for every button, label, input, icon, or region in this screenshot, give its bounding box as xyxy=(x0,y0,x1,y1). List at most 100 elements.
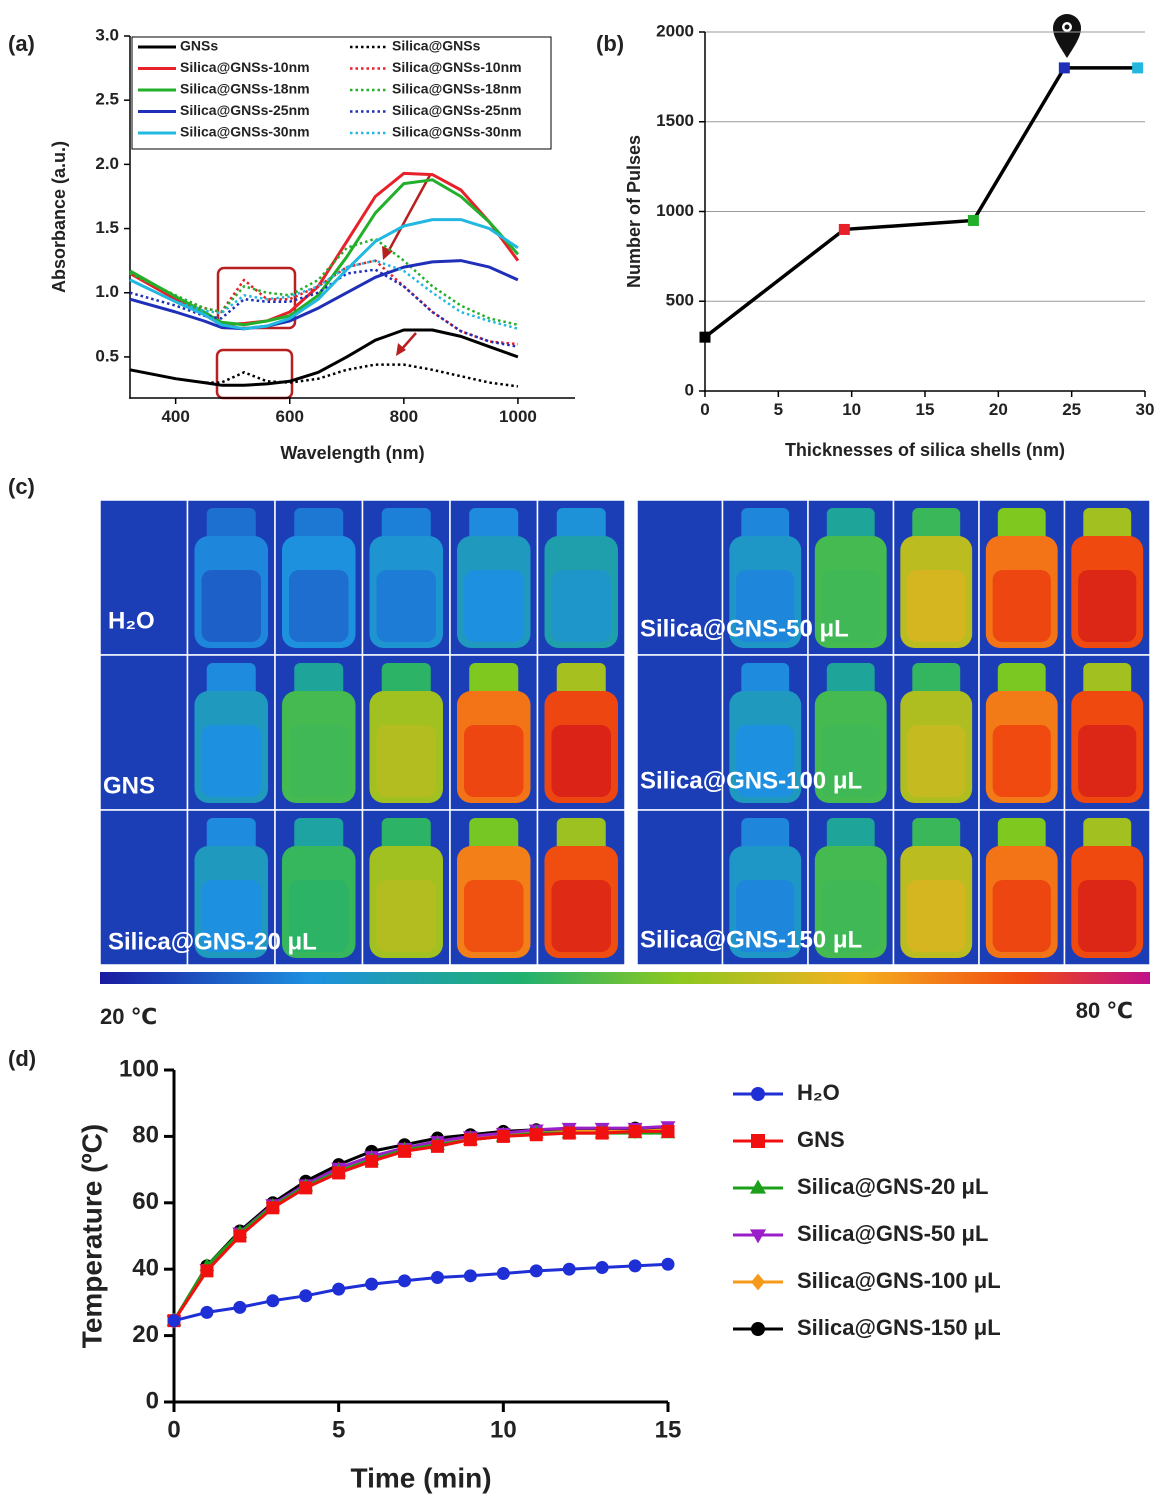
vial-core xyxy=(376,880,436,952)
legend-label: Silica@GNS-100 μL xyxy=(797,1268,1001,1293)
vial-neck xyxy=(741,818,790,852)
arrow xyxy=(400,332,417,351)
marker xyxy=(967,214,979,226)
y-tick-label: 2.0 xyxy=(95,154,119,173)
series-line xyxy=(129,363,519,388)
vial-neck xyxy=(912,508,961,542)
vial-core xyxy=(551,725,611,797)
vial-core xyxy=(1078,570,1137,642)
legend-label: Silica@GNSs-30nm xyxy=(392,124,522,140)
y-tick-label: 0.5 xyxy=(95,346,119,365)
marker xyxy=(1132,62,1144,74)
legend-label: Silica@GNSs-25nm xyxy=(392,102,522,118)
vial-neck xyxy=(556,663,606,697)
thermal-cell xyxy=(100,500,188,655)
x-tick-label: 30 xyxy=(1136,400,1155,419)
marker xyxy=(266,1294,280,1308)
thermal-images: H₂O GNS Silica@GNS-20 μL Silica@GNS-50 μL Si… xyxy=(99,499,1151,966)
vial-neck xyxy=(206,508,256,542)
series-line xyxy=(703,66,1138,339)
vial-neck xyxy=(1083,818,1132,852)
marker xyxy=(751,1322,765,1336)
y-tick-label: 80 xyxy=(132,1122,159,1149)
vial-neck xyxy=(997,508,1046,542)
vial-core xyxy=(201,880,261,952)
vial-core xyxy=(821,880,880,952)
colorbar-min: 20 ℃ xyxy=(100,1004,157,1029)
x-tick-label: 10 xyxy=(842,400,861,419)
arrow-head xyxy=(396,343,406,356)
vial-neck xyxy=(556,508,606,542)
legend-label: H₂O xyxy=(797,1080,840,1105)
x-tick-label: 0 xyxy=(167,1417,180,1444)
thermal-cell xyxy=(100,655,188,810)
x-tick-label: 600 xyxy=(276,407,304,426)
colorbar-max: 80 ℃ xyxy=(1076,998,1133,1023)
marker xyxy=(299,1181,313,1195)
y-tick-label: 60 xyxy=(132,1188,159,1215)
vial-neck xyxy=(741,508,790,542)
vial-core xyxy=(821,725,880,797)
x-tick-label: 5 xyxy=(774,400,783,419)
sample-label: Silica@GNS-150 μL xyxy=(640,926,862,953)
vial-core xyxy=(289,570,349,642)
arrow xyxy=(386,174,432,253)
vial-neck xyxy=(826,818,875,852)
marker xyxy=(398,1144,412,1158)
marker xyxy=(496,1267,510,1281)
series-line xyxy=(129,218,519,331)
pin-icon xyxy=(1053,14,1081,58)
thermal-cell xyxy=(637,500,723,655)
vial-neck xyxy=(826,663,875,697)
marker xyxy=(529,1264,543,1278)
vial-core xyxy=(551,570,611,642)
thermal-cell xyxy=(100,810,188,965)
vial-core xyxy=(1078,880,1137,952)
legend-label: GNS xyxy=(797,1127,845,1152)
y-tick-label: 20 xyxy=(132,1321,159,1348)
marker xyxy=(233,1300,247,1314)
series-line xyxy=(172,1129,668,1322)
marker xyxy=(838,223,850,235)
marker xyxy=(430,1271,444,1284)
vial-core xyxy=(736,880,795,952)
marker xyxy=(365,1277,379,1291)
cell-border xyxy=(1063,809,1151,966)
vial-neck xyxy=(206,663,256,697)
vial-core xyxy=(1078,725,1137,797)
x-tick-label: 400 xyxy=(161,407,189,426)
y-axis-title: Temperature (ºC) xyxy=(76,1124,107,1348)
vial-core xyxy=(376,570,436,642)
y-tick-label: 2000 xyxy=(656,21,694,40)
vial-core xyxy=(464,570,524,642)
vial-neck xyxy=(1083,508,1132,542)
marker xyxy=(751,1134,765,1148)
marker xyxy=(628,1259,642,1273)
legend-label: Silica@GNSs-18nm xyxy=(180,81,310,97)
vial-neck xyxy=(294,818,344,852)
marker xyxy=(200,1264,214,1278)
x-axis-title: Wavelength (nm) xyxy=(280,443,424,463)
x-tick-label: 800 xyxy=(390,407,418,426)
legend-label: Silica@GNS-50 μL xyxy=(797,1221,988,1246)
x-tick-label: 15 xyxy=(655,1417,682,1444)
vial-core xyxy=(376,725,436,797)
marker xyxy=(398,1274,412,1288)
vial-core xyxy=(992,725,1051,797)
highlight-box xyxy=(215,348,294,400)
thermal-cell xyxy=(637,810,723,965)
marker xyxy=(1058,62,1070,74)
thermal-cell xyxy=(637,655,723,810)
vial-neck xyxy=(381,508,431,542)
vial-core xyxy=(992,570,1051,642)
vial-core xyxy=(907,570,966,642)
marker xyxy=(332,1282,346,1296)
vial-neck xyxy=(1083,663,1132,697)
sample-label: Silica@GNS-50 μL xyxy=(640,615,849,642)
marker xyxy=(699,331,711,343)
y-tick-label: 3.0 xyxy=(95,25,119,44)
marker xyxy=(749,1229,767,1244)
marker xyxy=(167,1314,181,1328)
y-tick-label: 100 xyxy=(119,1055,159,1082)
